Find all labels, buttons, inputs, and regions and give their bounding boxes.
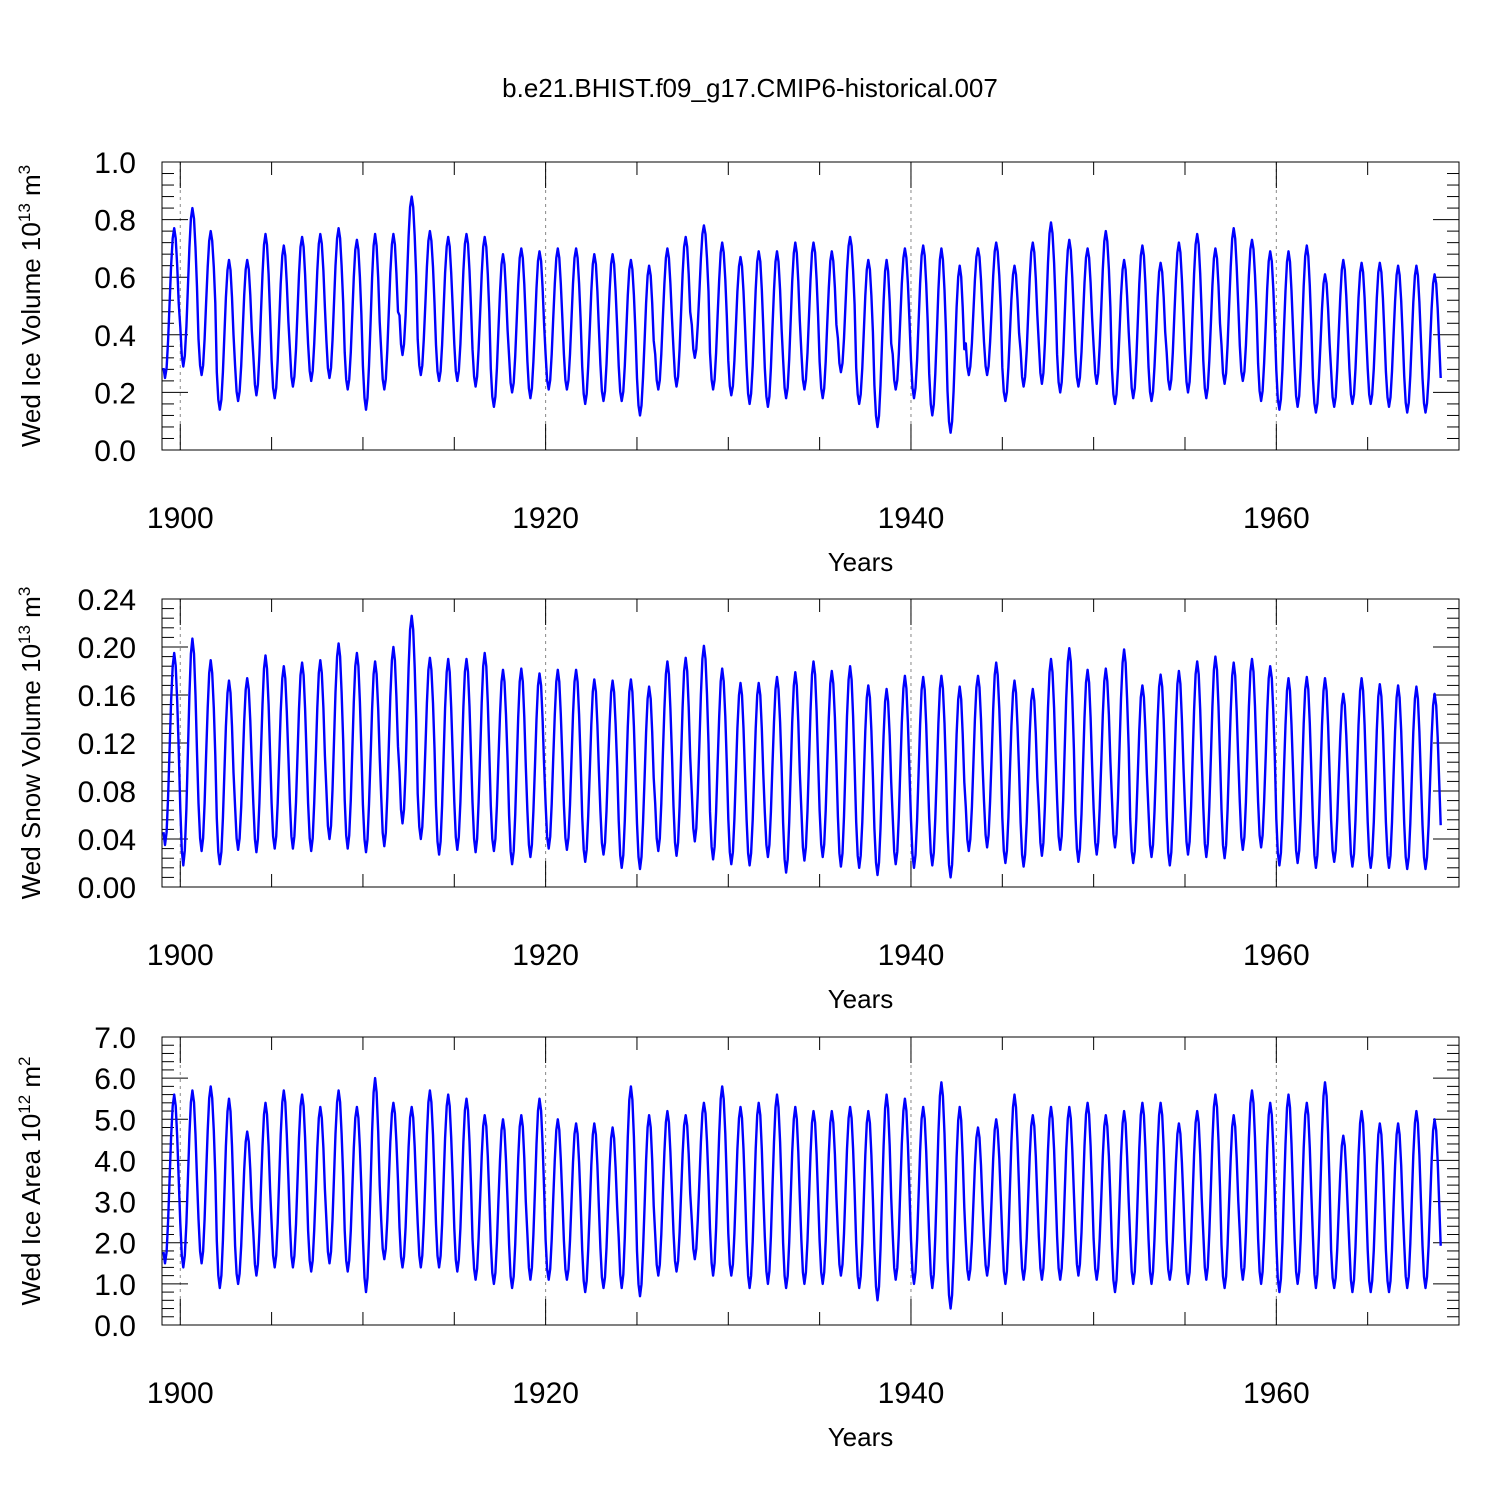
y-tick-label: 0.08 — [78, 776, 136, 809]
y-tick-label: 7.0 — [94, 1022, 136, 1055]
x-tick-label: 1920 — [512, 1377, 579, 1410]
y-tick-label: 6.0 — [94, 1063, 136, 1096]
y-axis-title-part: 12 — [15, 1095, 34, 1114]
y-axis-title-part: m — [16, 1066, 46, 1095]
y-axis-title-part: 13 — [15, 625, 34, 644]
y-tick-label: 0.4 — [94, 320, 136, 353]
y-tick-label: 0.20 — [78, 632, 136, 665]
y-axis-title-part: 3 — [15, 165, 34, 174]
y-tick-label: 0.00 — [78, 872, 136, 905]
y-axis-title-part: 13 — [15, 203, 34, 222]
x-tick-label: 1940 — [878, 1377, 945, 1410]
y-tick-label: 0.24 — [78, 584, 136, 617]
y-axis-title-part: m — [16, 174, 46, 203]
ice-volume-x-axis-title: Years — [828, 547, 894, 577]
chart-title: b.e21.BHIST.f09_g17.CMIP6-historical.007 — [502, 73, 998, 103]
snow-volume-series-line — [162, 614, 1442, 879]
y-tick-label: 0.2 — [94, 377, 136, 410]
snow-volume-x-axis-title: Years — [828, 984, 894, 1014]
y-tick-label: 0.16 — [78, 680, 136, 713]
y-tick-label: 3.0 — [94, 1187, 136, 1220]
x-tick-label: 1920 — [512, 939, 579, 972]
y-tick-label: 0.0 — [94, 435, 136, 468]
y-tick-label: 2.0 — [94, 1228, 136, 1261]
ice-area-plot-frame — [161, 1036, 1460, 1326]
x-tick-label: 1920 — [512, 502, 579, 535]
y-tick-label: 1.0 — [94, 147, 136, 180]
y-tick-label: 0.6 — [94, 262, 136, 295]
y-tick-label: 0.04 — [78, 824, 136, 857]
x-tick-label: 1900 — [147, 939, 214, 972]
y-tick-label: 0.8 — [94, 205, 136, 238]
y-axis-title-part: Wed Snow Volume 10 — [16, 644, 46, 899]
x-tick-label: 1960 — [1243, 502, 1310, 535]
ice-area-series-line — [162, 1076, 1442, 1310]
y-axis-title-part: 2 — [15, 1056, 34, 1065]
snow-volume-y-axis-title: Wed Snow Volume 1013 m3 — [15, 587, 46, 900]
ice-volume-series-line — [162, 195, 1442, 434]
ice-area-y-axis-title: Wed Ice Area 1012 m2 — [15, 1056, 46, 1305]
x-tick-label: 1940 — [878, 939, 945, 972]
y-axis-title-part: Wed Ice Volume 10 — [16, 222, 46, 447]
ice-volume-y-axis-title: Wed Ice Volume 1013 m3 — [15, 165, 46, 447]
ice-volume-panel: 0.0 0.2 0.4 0.6 0.8 1.0 1900 1920 1940 1960 Years W… — [15, 147, 1460, 577]
y-axis-title-part: 3 — [15, 587, 34, 596]
x-tick-label: 1900 — [147, 1377, 214, 1410]
x-tick-label: 1900 — [147, 502, 214, 535]
y-axis-title-part: m — [16, 596, 46, 625]
x-tick-label: 1940 — [878, 502, 945, 535]
ice-volume-plot-frame — [161, 161, 1460, 451]
snow-volume-panel: 0.00 0.04 0.08 0.12 0.16 0.20 0.24 1900 1920 1940… — [15, 584, 1460, 1014]
y-tick-label: 0.12 — [78, 728, 136, 761]
ice-area-panel: 0.0 1.0 2.0 3.0 4.0 5.0 6.0 7.0 1900 1920 1940 1960… — [15, 1022, 1460, 1452]
y-tick-label: 5.0 — [94, 1104, 136, 1137]
y-axis-title-part: Wed Ice Area 10 — [16, 1114, 46, 1306]
x-tick-label: 1960 — [1243, 939, 1310, 972]
x-tick-label: 1960 — [1243, 1377, 1310, 1410]
y-tick-label: 4.0 — [94, 1145, 136, 1178]
ice-area-x-axis-title: Years — [828, 1422, 894, 1452]
y-tick-label: 0.0 — [94, 1310, 136, 1343]
y-tick-label: 1.0 — [94, 1269, 136, 1302]
